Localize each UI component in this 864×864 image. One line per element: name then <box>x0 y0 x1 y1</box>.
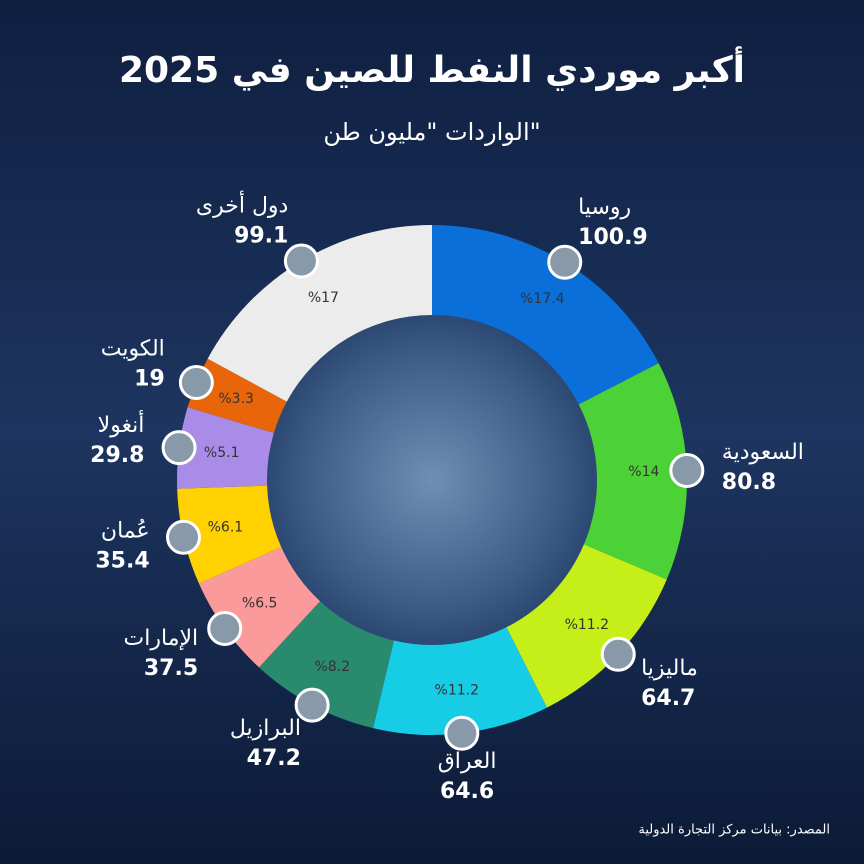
category-label: أنغولا <box>98 410 145 438</box>
flag <box>283 243 319 279</box>
flag <box>165 519 201 555</box>
donut-segment <box>177 407 274 489</box>
value-label: 99.1 <box>234 223 288 248</box>
donut-segment <box>259 601 394 729</box>
percent-label: %3.3 <box>218 391 254 407</box>
category-label: السعودية <box>722 440 804 465</box>
flag <box>547 244 583 280</box>
flag <box>207 611 243 647</box>
category-label: العراق <box>438 749 497 774</box>
category-label: الكويت <box>101 336 165 361</box>
percent-label: %17.4 <box>520 291 565 307</box>
value-label: 80.8 <box>722 470 776 495</box>
value-label: 47.2 <box>247 746 301 771</box>
flag <box>294 687 330 723</box>
category-label: روسيا <box>578 195 631 220</box>
percent-label: %6.1 <box>208 520 244 536</box>
percent-label: %5.1 <box>204 445 240 461</box>
flag <box>444 715 480 751</box>
donut-segment <box>198 547 321 668</box>
percent-label: %17 <box>308 290 339 306</box>
flag <box>600 636 636 672</box>
category-label: الإمارات <box>124 626 199 651</box>
center-photo <box>262 310 602 650</box>
donut-segment <box>432 225 659 405</box>
percent-label: %11.2 <box>435 683 479 699</box>
value-label: 29.8 <box>90 443 144 468</box>
flag <box>669 452 705 488</box>
value-label: 35.4 <box>95 548 149 573</box>
value-label: 37.5 <box>144 656 198 681</box>
percent-label: %8.2 <box>315 659 351 675</box>
donut-segment <box>373 627 547 735</box>
category-label: عُمان <box>101 518 150 543</box>
percent-label: %6.5 <box>242 595 278 611</box>
chart-title: أكبر موردي النفط للصين في 2025 <box>119 46 745 91</box>
category-label: دول أخرى <box>196 190 288 218</box>
flag <box>178 365 214 401</box>
category-label: ماليزيا <box>641 656 698 681</box>
donut-segment <box>506 544 667 708</box>
flag <box>161 430 197 466</box>
value-label: 100.9 <box>578 225 648 250</box>
donut-segment <box>177 485 282 584</box>
value-label: 64.6 <box>440 779 494 804</box>
chart-subtitle: الواردات "مليون طن" <box>323 118 540 146</box>
value-label: 19 <box>134 366 165 391</box>
percent-label: %11.2 <box>565 617 609 633</box>
donut-segment <box>578 363 688 580</box>
donut-segment <box>207 225 432 402</box>
value-label: 64.7 <box>641 686 695 711</box>
category-label: البرازيل <box>230 716 301 741</box>
percent-label: %14 <box>628 464 659 480</box>
source: المصدر: بيانات مركز التجارة الدولية <box>638 823 830 838</box>
